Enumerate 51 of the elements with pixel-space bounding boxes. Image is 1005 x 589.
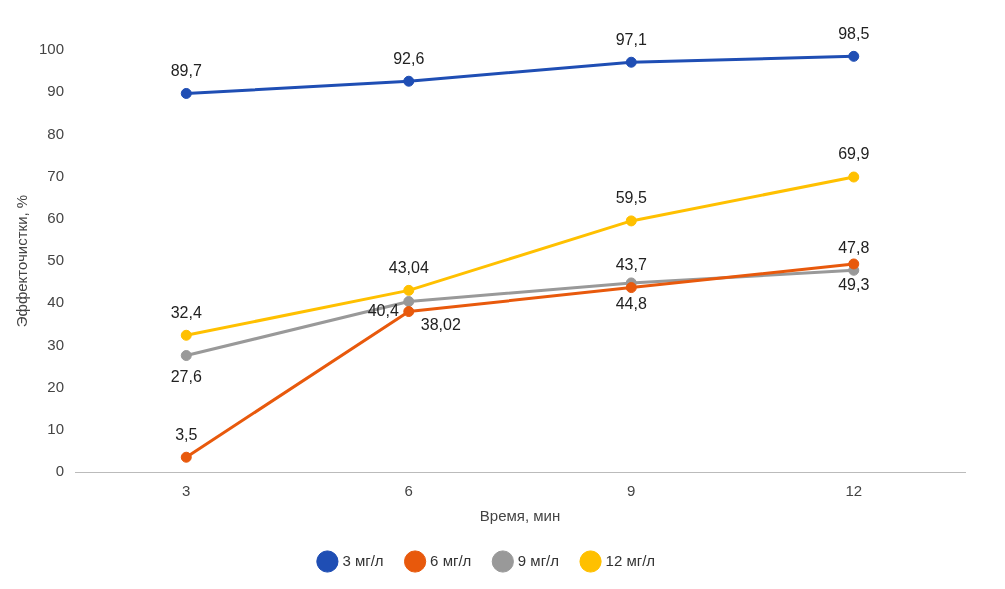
x-tick-label: 9	[627, 482, 636, 500]
point	[848, 258, 860, 270]
data-label: 3,5	[175, 425, 198, 443]
data-label: 98,5	[838, 24, 870, 42]
y-tick-label: 100	[39, 40, 65, 58]
x-tick-label: 12	[845, 482, 863, 500]
x-tick-label: 6	[404, 482, 413, 500]
data-label: 44,8	[615, 295, 647, 313]
data-label: 32,4	[170, 303, 202, 321]
data-label: 47,8	[838, 238, 870, 256]
data-label: 43,7	[615, 255, 647, 273]
data-label: 97,1	[615, 30, 647, 48]
data-label: 59,5	[615, 189, 647, 207]
y-tick-label: 40	[47, 293, 65, 311]
point	[180, 329, 192, 341]
data-label: 43,04	[388, 258, 429, 276]
y-tick-label: 50	[47, 251, 65, 269]
y-tick-label: 70	[47, 166, 65, 184]
y-tick-label: 60	[47, 208, 65, 226]
data-label: 69,9	[838, 145, 870, 163]
data-label: 27,6	[170, 367, 202, 385]
y-tick-label: 90	[47, 82, 65, 100]
legend-label: 12 мг/л	[605, 551, 656, 569]
y-tick-label: 20	[47, 377, 65, 395]
point	[180, 87, 192, 99]
legend-label: 6 мг/л	[430, 551, 472, 569]
point	[403, 296, 415, 308]
y-tick-label: 0	[55, 462, 65, 480]
data-label: 89,7	[170, 61, 202, 79]
point	[625, 282, 637, 294]
y-tick-label: 30	[47, 335, 65, 353]
x-tick-label: 3	[182, 482, 191, 500]
point	[625, 215, 637, 227]
point	[848, 50, 860, 62]
data-label: 38,02	[420, 315, 461, 333]
point	[403, 75, 415, 87]
x-axis-title: Время, мин	[479, 507, 561, 525]
point	[625, 56, 637, 68]
point	[180, 451, 192, 463]
point	[403, 306, 415, 318]
point	[848, 171, 860, 183]
data-label: 49,3	[838, 276, 870, 294]
y-tick-label: 80	[47, 124, 65, 142]
legend-label: 9 мг/л	[517, 551, 560, 569]
y-tick-label: 10	[47, 419, 65, 437]
point	[180, 350, 192, 362]
data-label: 92,6	[393, 49, 425, 67]
data-label: 40,4	[367, 301, 399, 319]
point	[403, 284, 415, 296]
legend-label: 3 мг/л	[342, 551, 384, 569]
y-axis-title: Эффекточистки, %	[13, 194, 31, 328]
